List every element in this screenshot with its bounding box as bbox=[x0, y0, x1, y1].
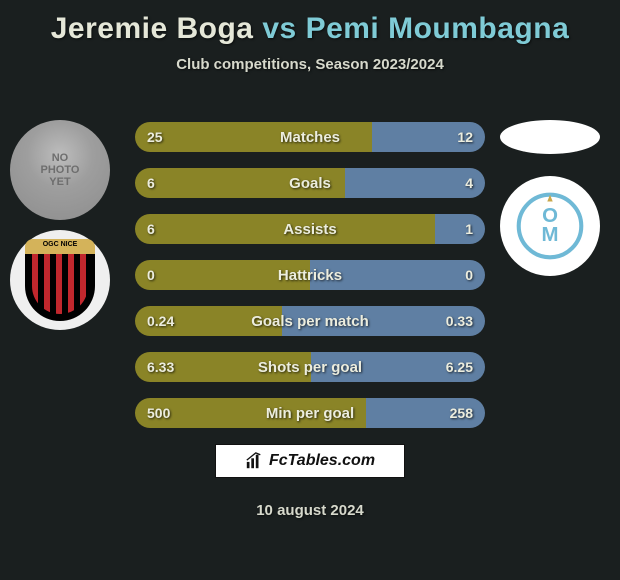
vs-text: vs bbox=[262, 12, 296, 45]
player2-name: Pemi Moumbagna bbox=[306, 12, 570, 45]
subtitle: Club competitions, Season 2023/2024 bbox=[0, 56, 620, 73]
stat-label: Shots per goal bbox=[135, 352, 485, 382]
stat-label: Assists bbox=[135, 214, 485, 244]
comparison-title: Jeremie Boga vs Pemi Moumbagna bbox=[0, 0, 620, 46]
footer-date: 10 august 2024 bbox=[0, 502, 620, 519]
brand-badge: FcTables.com bbox=[215, 444, 405, 478]
stat-row: 00Hattricks bbox=[135, 260, 485, 290]
player1-club-badge bbox=[10, 230, 110, 330]
no-photo-text: NOPHOTOYET bbox=[41, 152, 80, 188]
stat-bars: 2512Matches 64Goals 61Assists 00Hattricks 0.… bbox=[135, 122, 485, 444]
ogc-nice-icon bbox=[25, 239, 95, 321]
stat-row: 6.336.25Shots per goal bbox=[135, 352, 485, 382]
stat-label: Matches bbox=[135, 122, 485, 152]
right-column: O M bbox=[500, 120, 600, 276]
marseille-icon: O M bbox=[516, 192, 584, 260]
svg-text:M: M bbox=[542, 224, 559, 246]
left-column: NOPHOTOYET bbox=[10, 120, 110, 330]
stat-row: 61Assists bbox=[135, 214, 485, 244]
player2-club-badge: O M bbox=[500, 176, 600, 276]
stat-label: Hattricks bbox=[135, 260, 485, 290]
chart-icon bbox=[245, 452, 263, 470]
brand-text: FcTables.com bbox=[269, 452, 375, 470]
stat-label: Goals per match bbox=[135, 306, 485, 336]
stat-label: Min per goal bbox=[135, 398, 485, 428]
player1-photo-placeholder: NOPHOTOYET bbox=[10, 120, 110, 220]
stat-row: 2512Matches bbox=[135, 122, 485, 152]
stat-label: Goals bbox=[135, 168, 485, 198]
stat-row: 500258Min per goal bbox=[135, 398, 485, 428]
player1-name: Jeremie Boga bbox=[51, 12, 254, 45]
stat-row: 0.240.33Goals per match bbox=[135, 306, 485, 336]
player2-photo-placeholder bbox=[500, 120, 600, 154]
stat-row: 64Goals bbox=[135, 168, 485, 198]
